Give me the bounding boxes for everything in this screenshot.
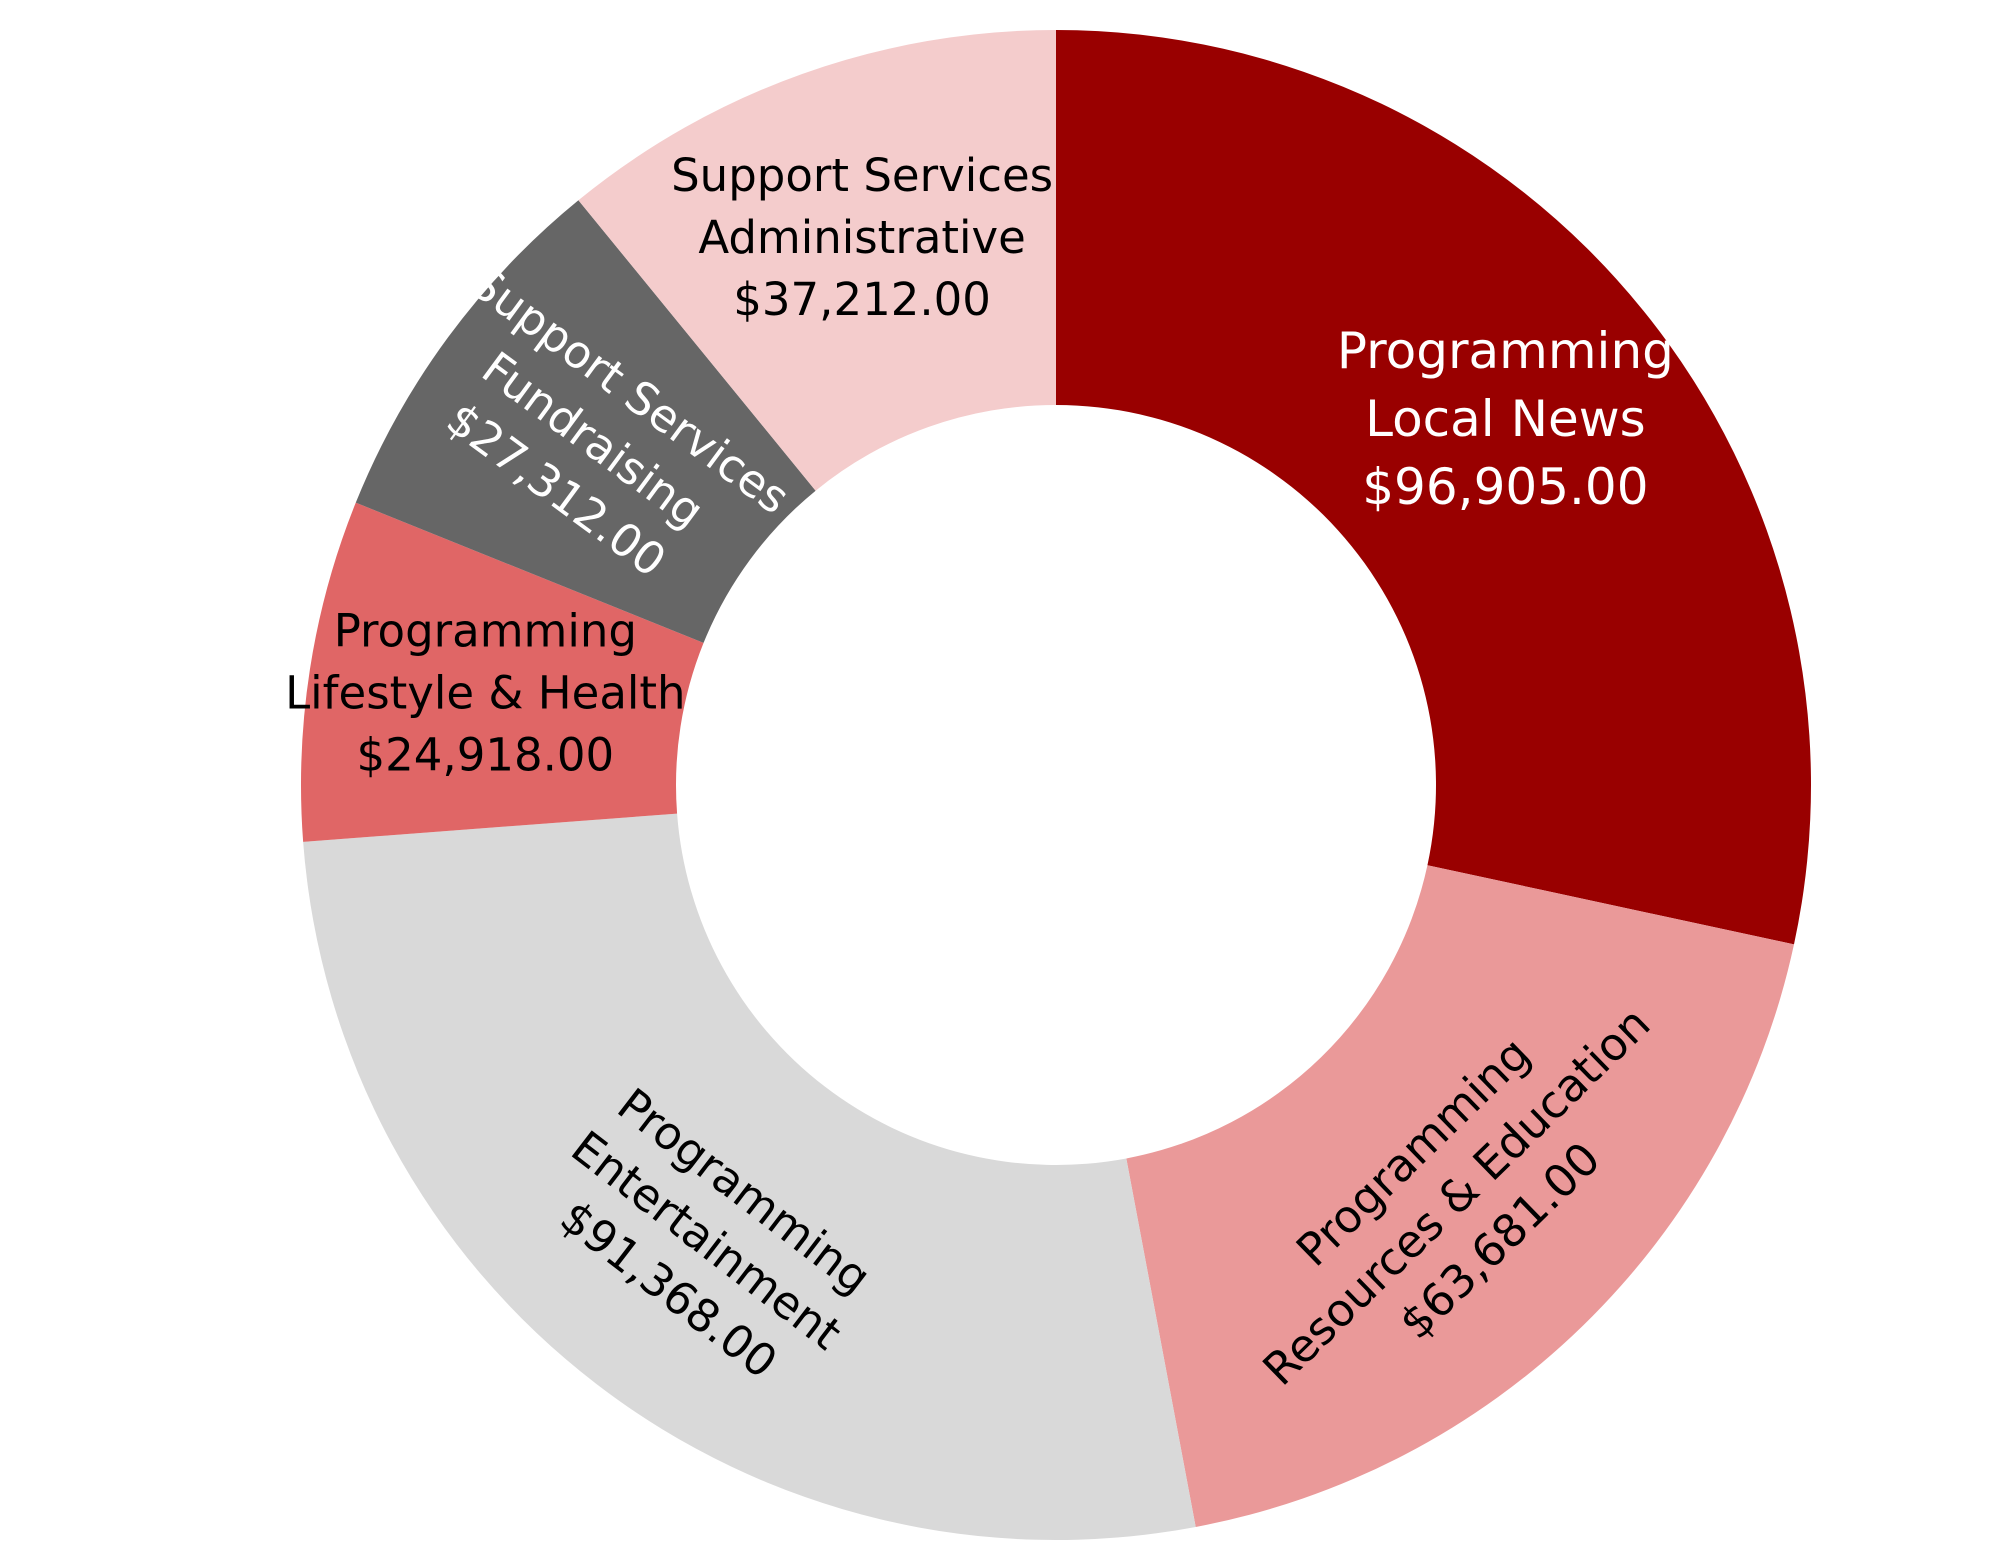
slice-lifestyle-and-health	[301, 502, 704, 842]
slice-administrative	[578, 30, 1056, 491]
label-subcategory: Local News	[1365, 390, 1646, 448]
slice-label-administrative: Support Services Administrative $37,212.00	[671, 149, 1053, 326]
label-value-label: $24,918.00	[357, 728, 615, 781]
slice-fundraising	[355, 200, 816, 643]
slice-label-lifestyle-and-health: Programming Lifestyle & Health $24,918.00	[285, 604, 685, 781]
slice-resources-and-education	[1126, 865, 1794, 1527]
label-category: Support Services	[671, 149, 1053, 202]
label-subcategory: Lifestyle & Health	[285, 666, 685, 719]
slice-label-local-news: Programming Local News $96,905.00	[1337, 322, 1674, 516]
label-category: Programming	[334, 604, 637, 657]
slice-entertainment	[303, 813, 1196, 1540]
label-value-label: $37,212.00	[733, 273, 991, 326]
label-subcategory: Administrative	[698, 211, 1026, 264]
donut-slices	[301, 30, 1812, 1540]
label-category: Programming	[1337, 322, 1674, 380]
label-value-label: $96,905.00	[1362, 458, 1648, 516]
slice-local-news	[1056, 30, 1812, 945]
